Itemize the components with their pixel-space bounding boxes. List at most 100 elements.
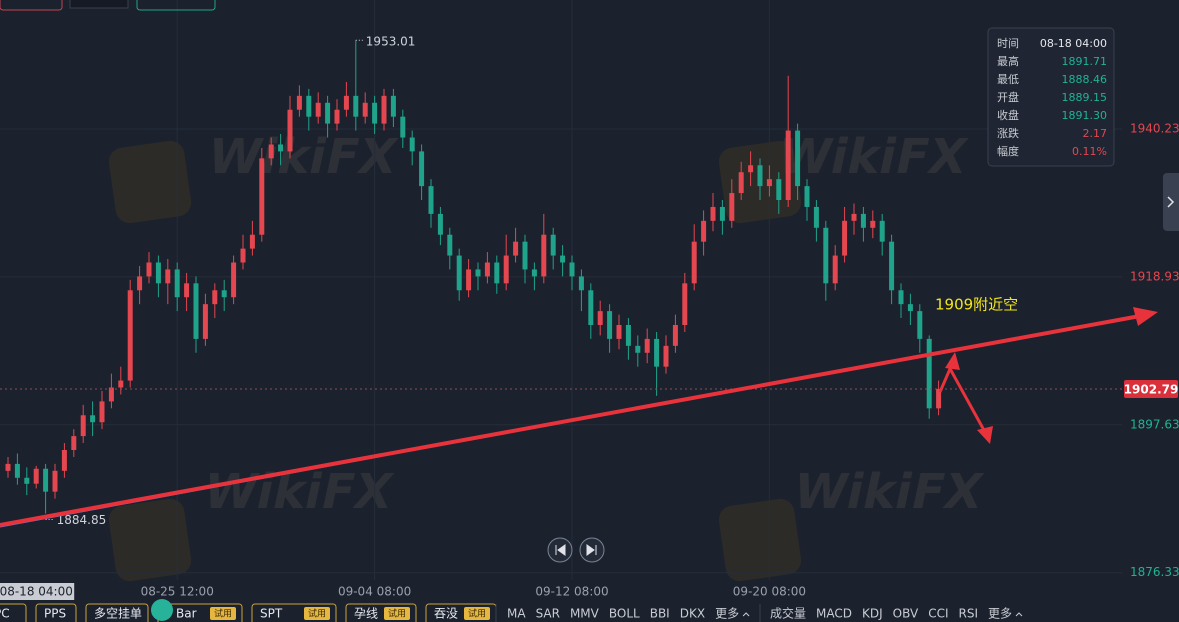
candle-body (625, 325, 631, 346)
candle-body (578, 276, 584, 291)
trial-tag-label: 试用 (308, 608, 326, 620)
candle-body (146, 262, 152, 277)
candle-body (174, 269, 180, 298)
indicator[interactable]: 更多 (988, 607, 1012, 621)
min-label: 1884.85 (57, 513, 107, 527)
watermark: WikiFX (199, 464, 398, 519)
last-price-label: 1902.79 (1124, 382, 1179, 396)
candle-body (127, 290, 133, 381)
candle-body (212, 290, 218, 305)
candle-body (644, 338, 650, 353)
toolbar-button[interactable] (0, 603, 27, 622)
indicator[interactable]: DKX (680, 607, 705, 621)
candle-body (766, 179, 772, 187)
toolbar (0, 601, 1179, 622)
watermark-logo (108, 498, 192, 582)
candle-body (748, 165, 754, 173)
candle-body (240, 248, 246, 263)
trial-tag (464, 607, 490, 620)
indicator[interactable]: RSI (958, 607, 978, 621)
candle-body (917, 311, 923, 339)
candle-body (569, 262, 575, 277)
candle-body (832, 255, 838, 284)
candle-body (428, 186, 434, 214)
top-control[interactable] (0, 0, 63, 11)
watermarks: WikiFX WikiFX WikiFX WikiFX (108, 129, 988, 582)
toolbar-button-label: SPT (260, 607, 283, 621)
candle-body (898, 290, 904, 305)
annotation: 1909附近空 (935, 296, 1018, 314)
candle-body (541, 234, 547, 277)
toolbar-button[interactable] (85, 603, 149, 622)
info-value: 0.11% (1072, 145, 1107, 158)
candle-body (52, 470, 58, 492)
x-tick-label: 08-25 12:00 (141, 585, 214, 599)
candle-body (118, 380, 124, 388)
candle-body (823, 227, 829, 284)
x-tick-label: 09-20 08:00 (733, 585, 806, 599)
arrow-head (977, 426, 993, 444)
info-value: 1891.30 (1062, 109, 1108, 122)
indicator[interactable]: KDJ (862, 607, 883, 621)
toolbar-items: PCPPS多空挂单Bar试用SPT试用孕线试用吞没试用MASARMMVBOLLB… (0, 599, 1023, 622)
candle-body (616, 325, 622, 339)
candle-body (484, 262, 490, 277)
indicator[interactable]: MA (507, 607, 526, 621)
watermark-logo (108, 140, 192, 224)
candle-body (503, 255, 509, 284)
indicator[interactable]: 成交量 (770, 606, 806, 621)
indicator[interactable]: BOLL (609, 607, 640, 621)
y-tick-label: 1876.33 (1130, 565, 1179, 579)
indicator[interactable]: MACD (816, 607, 852, 621)
candle-body (278, 144, 284, 152)
info-label: 开盘 (997, 90, 1019, 104)
indicator[interactable]: 更多 (715, 607, 739, 621)
candle-body (61, 450, 67, 471)
candle-body (409, 137, 415, 152)
top-control[interactable] (69, 0, 129, 9)
candle-body (268, 144, 274, 159)
x-tick-label: 08-18 04:00 (0, 585, 73, 599)
candle-body (513, 241, 519, 256)
candle-body (390, 95, 396, 117)
top-control[interactable] (136, 0, 216, 11)
trial-tag (304, 607, 330, 620)
more-caret (1015, 612, 1023, 617)
candle-body (14, 463, 20, 478)
candle-body (287, 109, 293, 152)
side-tab[interactable] (1163, 173, 1179, 231)
trial-tag-label: 试用 (388, 608, 406, 620)
indicator[interactable]: OBV (893, 607, 919, 621)
candle-body (90, 415, 96, 423)
side-tab-icon (1167, 196, 1175, 208)
candle-body (306, 95, 312, 117)
candle-body (870, 220, 876, 228)
candle-body (221, 290, 227, 298)
toolbar-button[interactable] (251, 603, 337, 622)
candle-body (315, 102, 321, 117)
max-label: 1953.01 (366, 35, 416, 49)
candle-body (447, 234, 453, 256)
info-panel-box (987, 27, 1115, 167)
toolbar-button-label: 多空挂单 (94, 607, 142, 621)
indicator[interactable]: BBI (650, 607, 670, 621)
indicator[interactable]: SAR (536, 607, 560, 621)
candle-body (560, 255, 566, 263)
toolbar-button[interactable] (345, 603, 417, 622)
toolbar-button-label: 吞没 (434, 606, 458, 621)
toolbar-button-label: PC (0, 607, 10, 621)
candle-body (588, 290, 594, 325)
indicator[interactable]: CCI (928, 607, 948, 621)
toolbar-button[interactable] (35, 603, 77, 622)
toolbar-button-label: 孕线 (354, 607, 378, 621)
toolbar-button-label: Bar (176, 607, 197, 621)
indicator[interactable]: MMV (570, 607, 600, 621)
x-tick-label: 09-04 08:00 (338, 585, 411, 599)
candle-body (202, 304, 208, 339)
candle-body (776, 179, 782, 200)
candle-body (860, 213, 866, 228)
more-caret (742, 612, 750, 617)
candle-body (372, 102, 378, 124)
candle-body (456, 255, 462, 291)
info-label: 时间 (997, 37, 1019, 50)
